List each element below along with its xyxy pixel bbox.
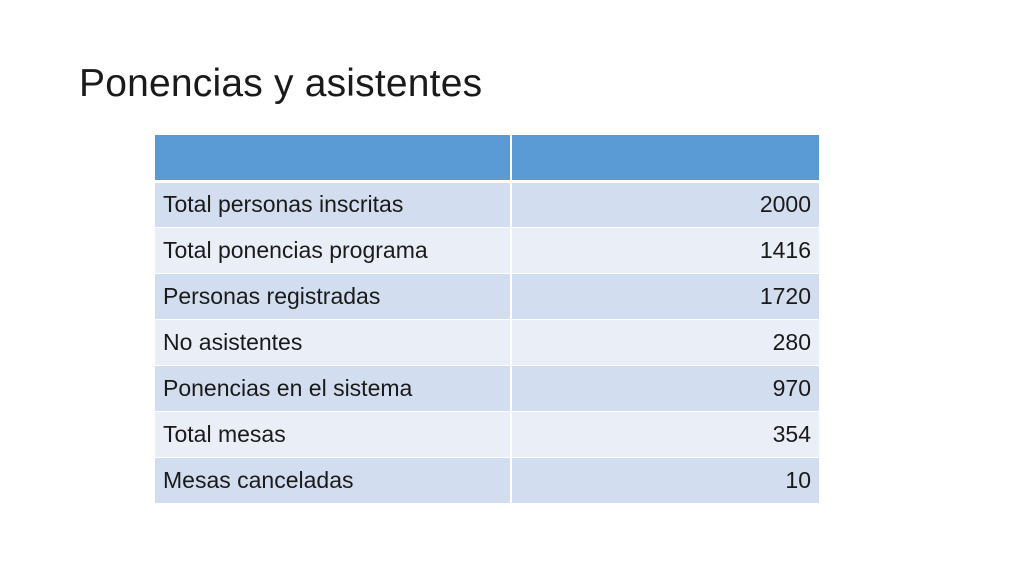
row-value: 354 xyxy=(511,411,819,458)
header-cell-label xyxy=(155,135,512,183)
table-row: Total mesas 354 xyxy=(155,411,819,458)
row-value: 970 xyxy=(511,365,819,412)
row-label: Ponencias en el sistema xyxy=(155,365,512,412)
header-cell-value xyxy=(511,135,819,183)
row-label: Total personas inscritas xyxy=(155,181,512,228)
table-header-row xyxy=(155,135,819,183)
row-value: 2000 xyxy=(511,181,819,228)
table-row: Total ponencias programa 1416 xyxy=(155,227,819,274)
row-label: Total ponencias programa xyxy=(155,227,512,274)
row-label: No asistentes xyxy=(155,319,512,366)
row-label: Personas registradas xyxy=(155,273,512,320)
row-value: 280 xyxy=(511,319,819,366)
table-row: Mesas canceladas 10 xyxy=(155,457,819,504)
row-label: Mesas canceladas xyxy=(155,457,512,504)
row-label: Total mesas xyxy=(155,411,512,458)
table-row: Personas registradas 1720 xyxy=(155,273,819,320)
stats-table: Total personas inscritas 2000 Total pone… xyxy=(155,135,819,504)
slide-title: Ponencias y asistentes xyxy=(79,62,483,105)
table-row: Ponencias en el sistema 970 xyxy=(155,365,819,412)
table-row: No asistentes 280 xyxy=(155,319,819,366)
row-value: 10 xyxy=(511,457,819,504)
table-row: Total personas inscritas 2000 xyxy=(155,181,819,228)
row-value: 1416 xyxy=(511,227,819,274)
row-value: 1720 xyxy=(511,273,819,320)
